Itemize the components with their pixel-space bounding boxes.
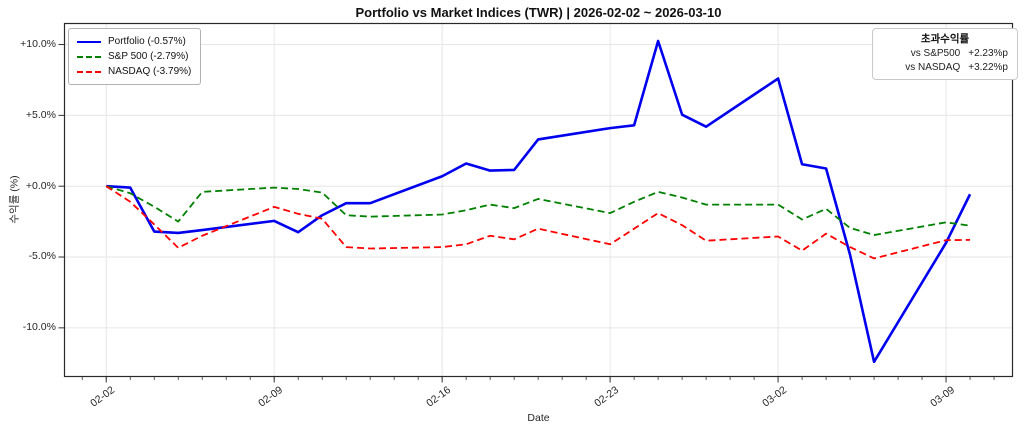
plot-border <box>63 22 1014 378</box>
series-line-s-p-500 <box>105 185 971 236</box>
series-line-portfolio <box>106 39 972 364</box>
y-tick-label: +5.0% <box>25 109 56 121</box>
y-tick-label: -5.0% <box>28 250 56 262</box>
legend-item-portfolio: Portfolio (-0.57%) <box>77 34 191 49</box>
sp500-line-sample-icon <box>77 55 101 58</box>
legend-label: S&P 500 (-2.79%) <box>108 51 189 62</box>
legend-item-sp500: S&P 500 (-2.79%) <box>77 49 191 64</box>
y-axis-label: 수익률 (%) <box>8 175 21 224</box>
excess-return-value: +2.23%p <box>968 48 1008 59</box>
series-line-nasdaq <box>105 185 971 260</box>
legend-label: Portfolio (-0.57%) <box>108 36 186 47</box>
y-tick-label: +10.0% <box>20 38 56 50</box>
x-axis-label: Date <box>527 412 550 424</box>
chart-title: Portfolio vs Market Indices (TWR) | 2026… <box>355 5 722 20</box>
excess-return-title: 초과수익률 <box>920 33 970 45</box>
excess-return-box: 초과수익률 vs S&P500 +2.23%p vs NASDAQ +3.22%… <box>872 28 1018 80</box>
legend-item-nasdaq: NASDAQ (-3.79%) <box>77 64 191 79</box>
excess-return-label: vs NASDAQ <box>905 62 961 73</box>
nasdaq-line-sample-icon <box>77 70 101 73</box>
chart-legend: Portfolio (-0.57%) S&P 500 (-2.79%) NASD… <box>68 28 202 85</box>
portfolio-line-sample-icon <box>77 40 101 43</box>
legend-label: NASDAQ (-3.79%) <box>108 66 192 77</box>
y-tick-label: +0.0% <box>25 180 56 192</box>
excess-return-row-nasdaq: vs NASDAQ +3.22%p <box>882 61 1008 75</box>
y-tick-label: -10.0% <box>22 321 56 333</box>
plot-area <box>58 22 1014 383</box>
excess-return-row-sp500: vs S&P500 +2.23%p <box>882 47 1008 61</box>
excess-return-label: vs S&P500 <box>910 48 961 59</box>
excess-return-value: +3.22%p <box>968 62 1008 73</box>
